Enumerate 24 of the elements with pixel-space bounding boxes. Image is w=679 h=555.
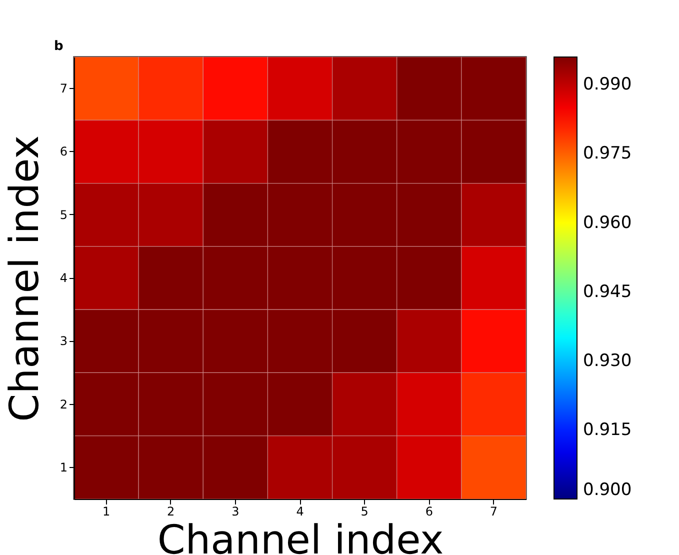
x-axis-title: Channel index bbox=[157, 518, 444, 555]
y-axis-title: Channel index bbox=[2, 135, 48, 422]
x-tick-label: 2 bbox=[167, 504, 175, 518]
x-tick-label: 7 bbox=[490, 504, 498, 518]
color-bar-label: 0.945 bbox=[583, 282, 632, 302]
y-tick-label: 5 bbox=[60, 208, 68, 222]
y-tick-label: 2 bbox=[60, 397, 68, 412]
y-tick-label: 3 bbox=[60, 334, 68, 348]
color-bar-label: 0.990 bbox=[583, 74, 632, 95]
text: b bbox=[54, 39, 64, 54]
color-bar-label: 0.960 bbox=[583, 212, 632, 233]
color-bar-label: 0.915 bbox=[583, 420, 632, 440]
x-tick-label: 5 bbox=[360, 504, 368, 518]
color-bar-label: 0.930 bbox=[583, 350, 632, 371]
color-bar-label: 0.975 bbox=[583, 144, 632, 164]
x-tick-label: 6 bbox=[425, 504, 433, 518]
x-tick-label: 1 bbox=[102, 504, 110, 518]
y-tick-label: 6 bbox=[60, 144, 68, 159]
x-tick-label: 3 bbox=[232, 504, 240, 518]
x-tick-label: 4 bbox=[296, 504, 304, 518]
y-tick-label: 4 bbox=[60, 271, 68, 285]
color-bar-label: 0.900 bbox=[583, 480, 632, 500]
y-tick-label: 1 bbox=[60, 460, 68, 474]
y-tick-label: 7 bbox=[60, 82, 68, 96]
